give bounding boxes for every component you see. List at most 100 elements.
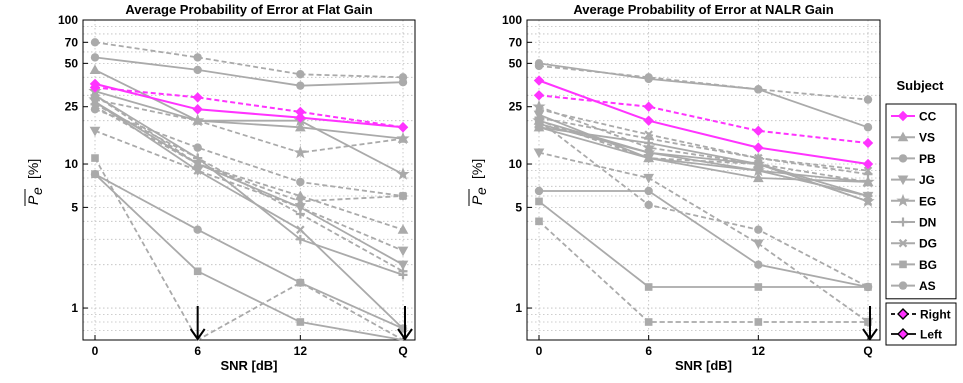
- series-layer: [88, 38, 410, 342]
- y-tick-label: 50: [65, 56, 79, 70]
- data-point-pb: [534, 59, 544, 68]
- series-line-pb-left: [94, 56, 404, 87]
- off-scale-arrow: [189, 306, 206, 341]
- panel-2: Average Probability of Error at NALR Gai…: [468, 2, 881, 373]
- legend-entry-pb: PB: [891, 152, 936, 166]
- legend-marker: [897, 175, 909, 186]
- legend-entry-bg: BG: [891, 258, 937, 272]
- data-point-eg: [191, 113, 205, 127]
- panel-1: Average Probability of Error at Flat Gai…: [24, 2, 416, 373]
- y-tick-label: 70: [509, 35, 523, 49]
- legend-label: CC: [919, 110, 937, 124]
- series-line-dn-right: [94, 103, 404, 273]
- data-point-pb: [863, 123, 873, 132]
- data-point-as: [534, 116, 544, 125]
- legend-label: BG: [919, 258, 937, 272]
- data-point-bg: [644, 318, 653, 326]
- series-as-right: [534, 116, 873, 292]
- data-point-pb: [90, 53, 100, 62]
- series-cc-left: [89, 78, 409, 133]
- data-point-dn: [295, 234, 305, 244]
- series-layer: [532, 59, 875, 328]
- series-line-bg-right: [94, 157, 404, 342]
- data-point-dg: [863, 166, 873, 175]
- arrow-head: [189, 328, 206, 341]
- legend-label: AS: [919, 279, 936, 293]
- series-as-left: [90, 169, 408, 333]
- series-pb-left: [534, 59, 873, 132]
- series-line-bg-left: [94, 173, 404, 341]
- data-point-dn: [398, 270, 408, 280]
- data-point-pb: [398, 77, 408, 87]
- data-point-dg: [296, 225, 305, 234]
- y-tick-label: 70: [65, 35, 79, 49]
- legend-label: DN: [919, 216, 936, 230]
- series-cc-left: [533, 75, 874, 170]
- data-point-dg: [193, 166, 202, 175]
- legend-label: VS: [919, 131, 935, 145]
- series-line-as-right: [94, 108, 404, 197]
- data-point-jg: [89, 126, 101, 137]
- data-point-as: [398, 191, 408, 201]
- series-line-pb-right: [94, 41, 404, 79]
- data-point-vs: [294, 190, 306, 201]
- legend-marker: [899, 260, 907, 269]
- ear-legend-marker: [897, 308, 909, 320]
- data-point-eg: [861, 175, 875, 188]
- data-point-pb: [296, 81, 305, 90]
- y-axis-label: Pe [%]: [468, 159, 489, 206]
- series-pb-right: [90, 38, 408, 82]
- off-scale-arrow: [862, 306, 878, 341]
- arrow-head: [397, 328, 413, 341]
- data-point-jg: [397, 246, 409, 257]
- series-line-jg-right: [538, 151, 869, 323]
- legend-marker: [898, 154, 908, 163]
- data-point-vs: [294, 121, 306, 132]
- data-point-pb: [644, 74, 653, 84]
- data-point-jg: [533, 148, 545, 159]
- data-point-eg: [751, 163, 765, 177]
- series-line-pb-left: [538, 62, 869, 129]
- series-cc-right: [533, 90, 874, 149]
- y-tick-label: 10: [65, 157, 79, 171]
- x-tick-label: Q: [863, 344, 872, 358]
- y-label-sub: e: [29, 187, 45, 195]
- x-tick-label: Q: [398, 344, 407, 358]
- y-tick-label: 100: [58, 13, 78, 27]
- data-point-cc: [533, 90, 545, 101]
- legend-entry-cc: CC: [891, 110, 937, 124]
- legend-marker: [898, 238, 908, 248]
- series-eg-left: [532, 113, 875, 188]
- chart-title: Average Probability of Error at Flat Gai…: [125, 2, 372, 17]
- data-point-dg: [193, 159, 202, 169]
- series-line-as-left: [94, 173, 404, 330]
- data-point-bg: [754, 283, 763, 291]
- series-line-cc-right: [94, 86, 404, 129]
- data-point-bg: [296, 318, 305, 326]
- data-point-pb: [754, 85, 763, 94]
- ear-legend-label: Right: [920, 308, 951, 322]
- data-point-bg: [535, 217, 543, 226]
- y-axis-label: Pe [%]: [24, 159, 45, 206]
- legend-entry-vs: VS: [891, 131, 935, 145]
- series-line-bg-left: [538, 200, 868, 288]
- chart-title: Average Probability of Error at NALR Gai…: [573, 2, 833, 17]
- legend-entry-eg: EG: [891, 193, 936, 208]
- plot-frame: [82, 19, 416, 341]
- data-point-cc: [643, 115, 654, 126]
- series-as-left: [534, 186, 873, 292]
- ear-legend-marker: [897, 328, 909, 340]
- data-point-cc: [753, 125, 764, 137]
- series-line-jg-left: [94, 101, 404, 266]
- data-point-as: [863, 282, 873, 292]
- series-dn-left: [90, 90, 408, 280]
- data-point-as: [644, 200, 653, 210]
- data-point-dg: [863, 197, 873, 206]
- legend-marker: [896, 193, 910, 207]
- y-label-unit: [%]: [469, 159, 485, 179]
- y-tick-label: 50: [509, 56, 523, 70]
- series-line-pb-right: [538, 65, 869, 101]
- y-label-unit: [%]: [25, 159, 41, 179]
- data-point-cc: [643, 101, 654, 112]
- series-line-dn-left: [538, 126, 869, 197]
